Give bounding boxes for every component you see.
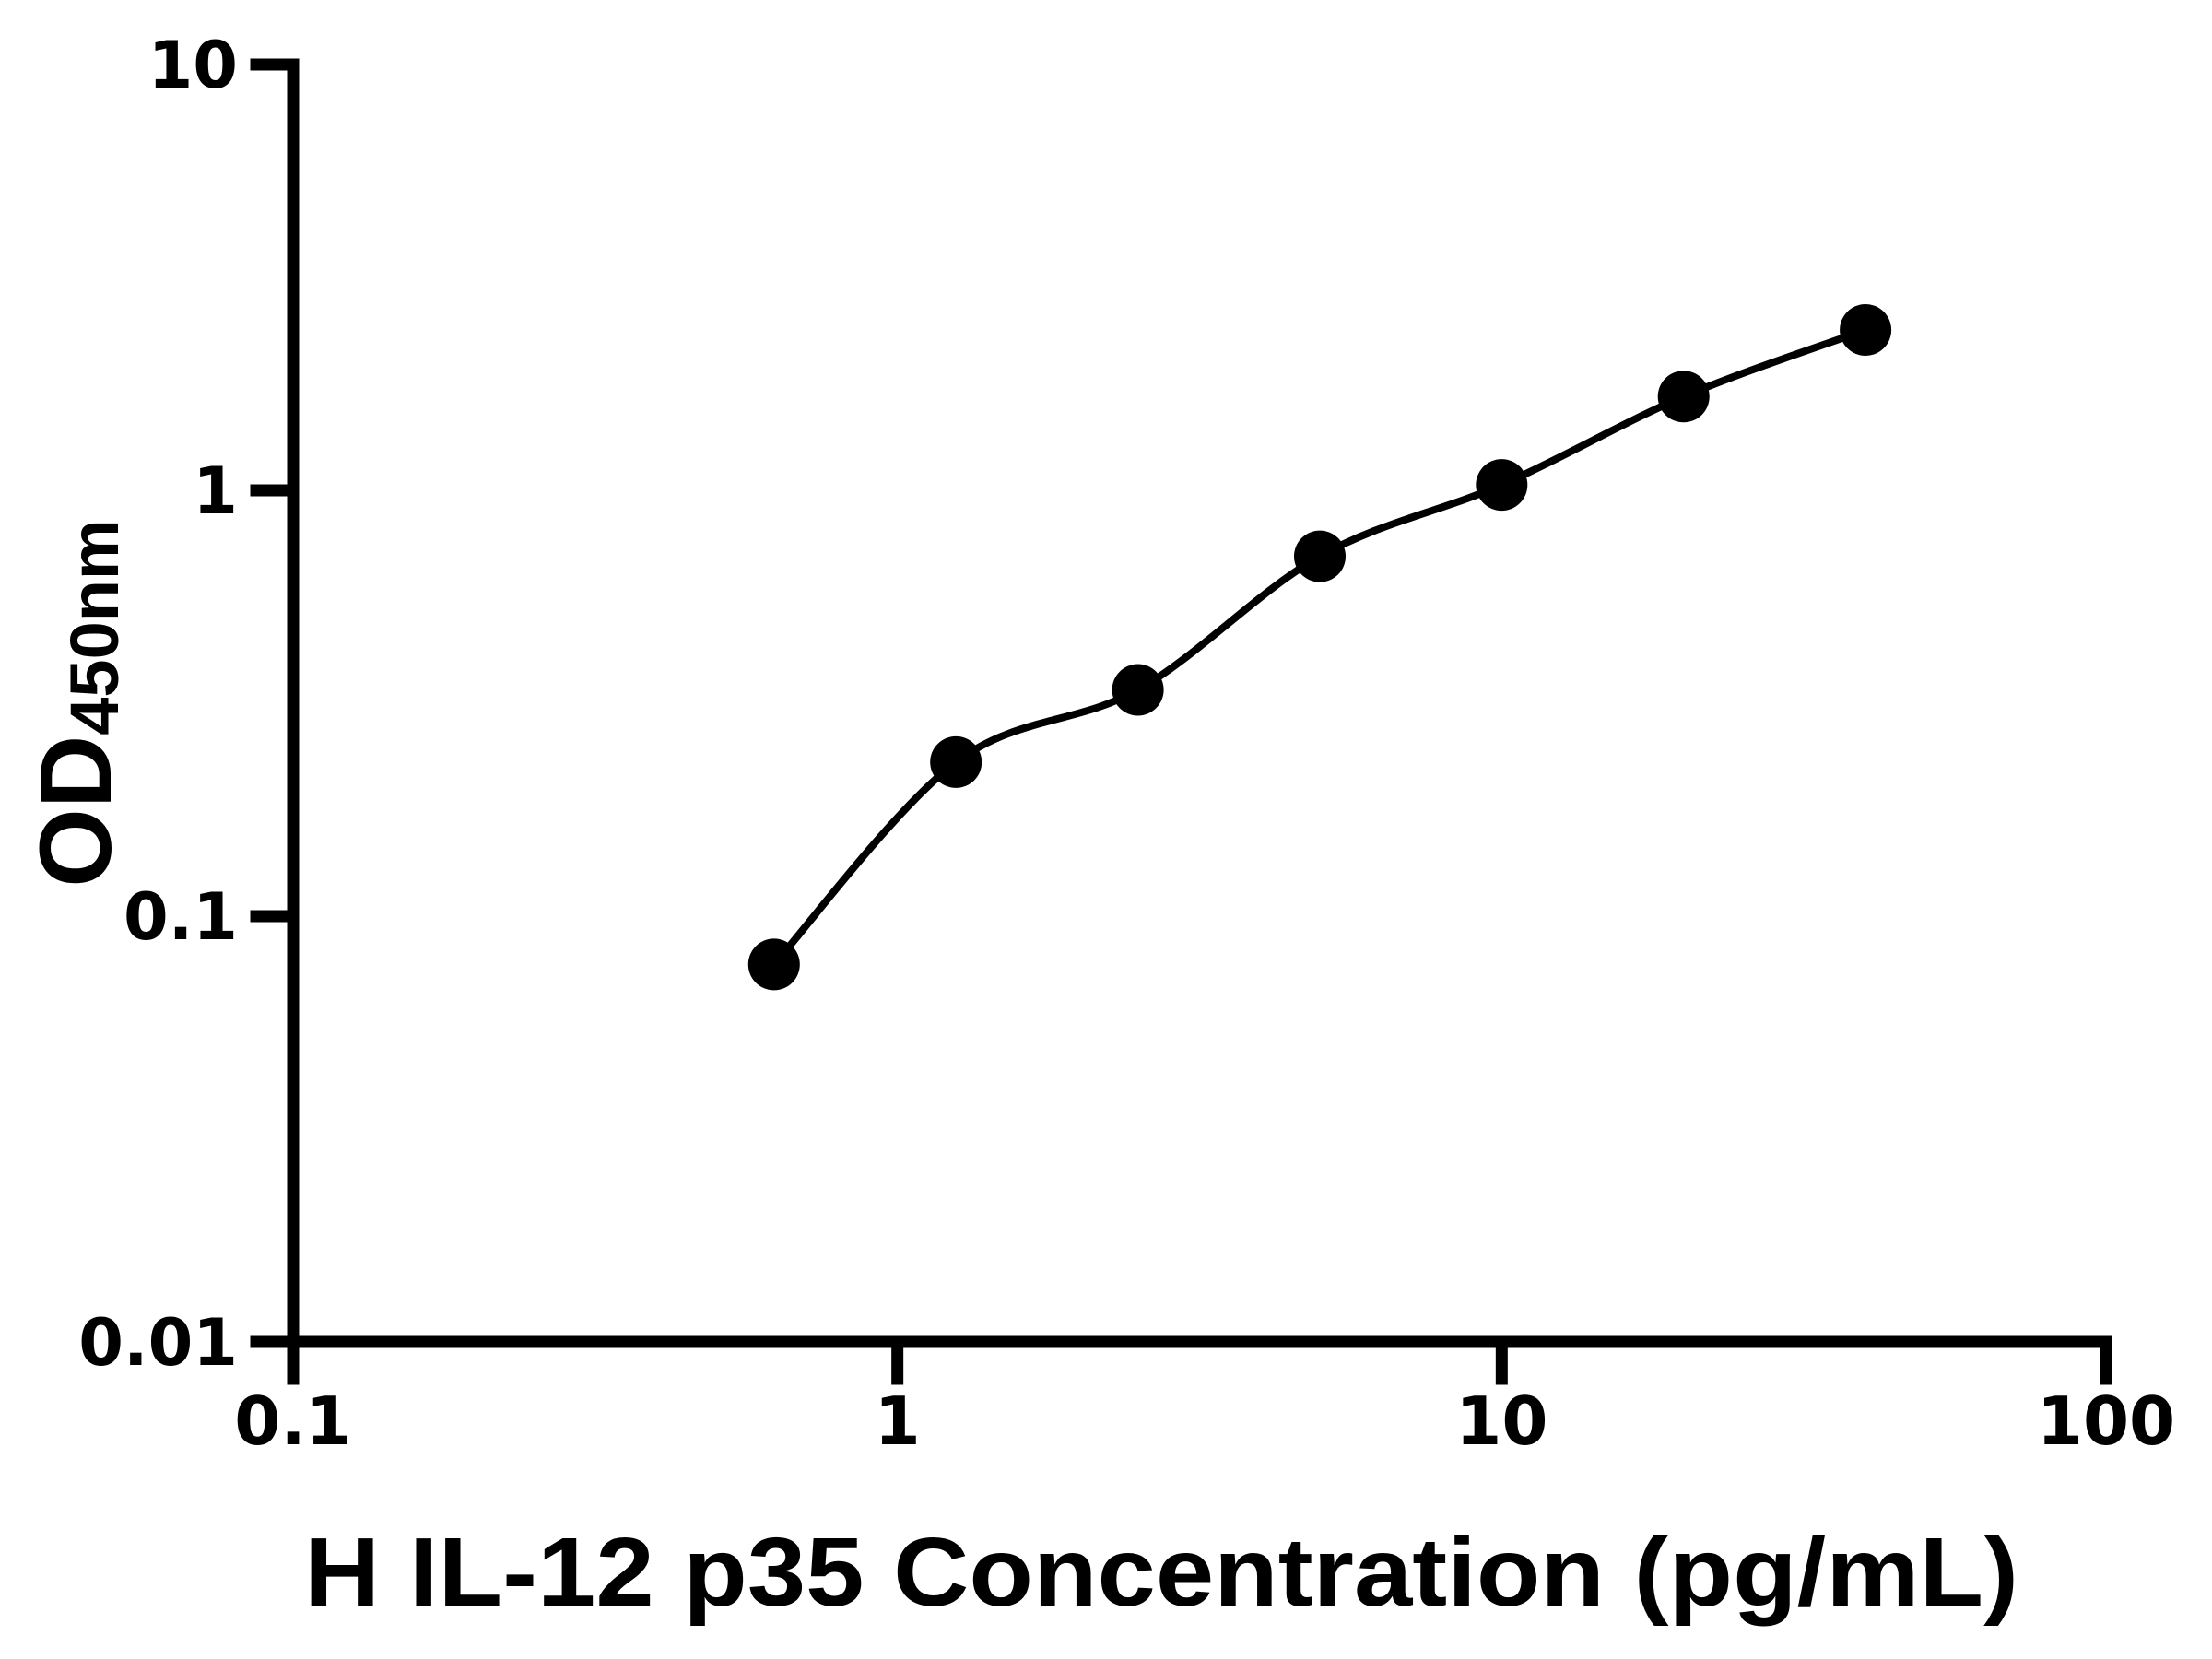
x-axis-title: H IL-12 p35 Concentration (pg/mL) [304, 1518, 2018, 1627]
data-point [747, 938, 800, 991]
data-points [747, 304, 1892, 991]
y-axis-title-main: OD [19, 735, 133, 888]
y-tick-label: 1 [193, 453, 238, 529]
axes [287, 58, 2112, 1348]
x-axis-ticks: 0.1 1 10 100 [234, 1342, 2175, 1460]
x-tick-label: 0.1 [234, 1382, 352, 1460]
y-tick-label: 0.1 [124, 879, 238, 955]
data-point [1840, 304, 1892, 356]
y-axis-title-subscript: 450nm [56, 519, 133, 735]
y-axis-title: OD450nm [19, 519, 133, 887]
x-tick-label: 10 [1455, 1382, 1547, 1460]
y-tick-label: 0.01 [78, 1305, 238, 1381]
data-point [1476, 459, 1528, 512]
x-tick-label: 1 [875, 1382, 921, 1460]
y-tick-label: 10 [148, 28, 238, 103]
data-point [1294, 530, 1346, 582]
data-point [1112, 664, 1164, 716]
y-axis-ticks: 10 1 0.1 0.01 [78, 28, 293, 1381]
data-point [930, 735, 982, 788]
x-tick-label: 100 [2037, 1382, 2175, 1460]
data-point [1657, 371, 1710, 423]
